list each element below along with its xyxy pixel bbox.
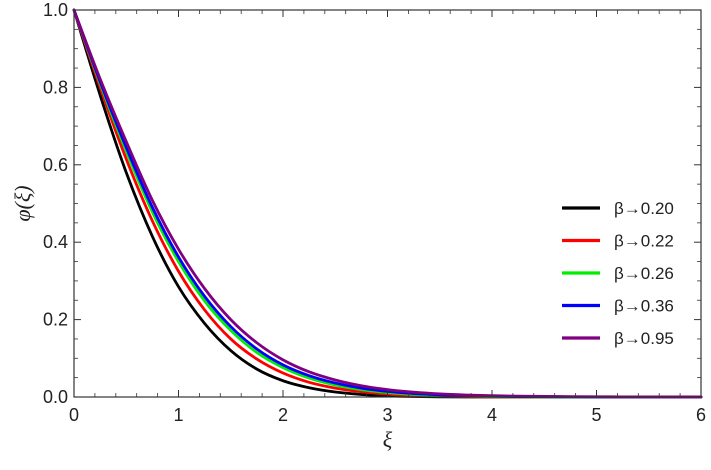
series-line-1 [72,8,703,399]
series-line-2 [72,8,703,399]
y-tick-label: 0.2 [43,310,68,330]
legend-label-5: β→0.95 [614,329,674,348]
x-tick-label: 0 [69,405,79,425]
y-tick-label: 0.0 [43,387,68,407]
plot-frame [73,9,702,398]
axis-ticks: 0 1 2 3 4 5 6 0.0 0.2 0.4 0.6 0.8 1.0 [43,0,706,425]
x-tick-label: 1 [173,405,183,425]
legend-label-2: β→0.22 [614,232,674,251]
series-line-3 [72,8,703,399]
y-tick-label: 1.0 [43,0,68,20]
x-tick-label: 6 [696,405,706,425]
legend: β→0.20 β→0.22 β→0.26 β→0.36 β→0.95 [562,199,674,348]
y-axis-label: φ(ξ) [10,185,35,221]
series-line-5 [72,8,703,399]
series-line-4 [72,8,703,399]
y-tick-label: 0.4 [43,232,68,252]
x-tick-label: 3 [382,405,392,425]
legend-label-4: β→0.36 [614,297,674,316]
series-lines [72,8,703,399]
x-tick-label: 2 [278,405,288,425]
y-tick-label: 0.8 [43,77,68,97]
legend-label-3: β→0.26 [614,264,674,283]
y-tick-label: 0.6 [43,155,68,175]
legend-label-1: β→0.20 [614,199,674,218]
x-tick-label: 5 [591,405,601,425]
x-axis-label: ξ [383,427,393,452]
x-tick-label: 4 [487,405,497,425]
